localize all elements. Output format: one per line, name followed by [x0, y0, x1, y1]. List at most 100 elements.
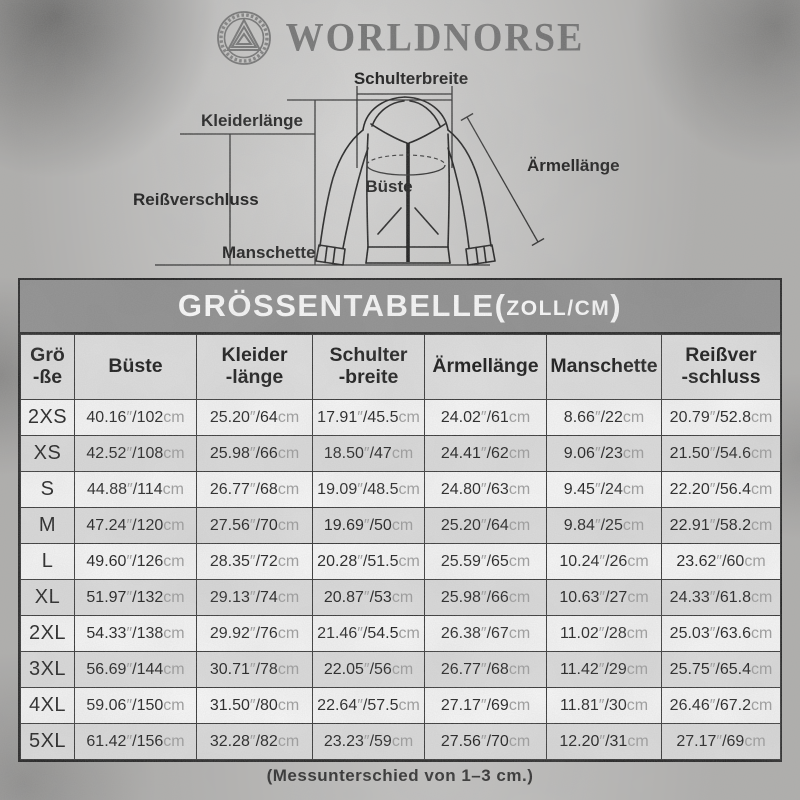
bust-ellipse-bottom — [366, 164, 446, 176]
column-header-manschette: Manschette — [546, 334, 662, 400]
measurement-cell: 22.20″/56.4cm — [661, 471, 781, 508]
measurement-cell: 18.50″/47cm — [312, 435, 425, 472]
column-header-bueste: Büste — [74, 334, 197, 400]
column-header-kleiderlaenge: Kleider -länge — [196, 334, 313, 400]
measurement-cell: 32.28″/82cm — [196, 723, 313, 760]
size-row-4XL: 4XL 59.06″/150cm 31.50″/80cm 22.64″/57.5cm 2… — [20, 687, 781, 724]
measurement-cell: 23.62″/60cm — [661, 543, 781, 580]
size-label: L — [20, 543, 75, 580]
brand-header: WORLDNORSE — [0, 8, 800, 68]
measurement-cell: 27.56″/70cm — [196, 507, 313, 544]
valknut-logo-icon — [216, 11, 271, 65]
size-label: 3XL — [20, 651, 75, 688]
size-row-2XS: 2XS 40.16″/102cm 25.20″/64cm 17.91″/45.5cm 2… — [20, 399, 781, 436]
measurement-cell: 59.06″/150cm — [74, 687, 197, 724]
size-row-3XL: 3XL 56.69″/144cm 30.71″/78cm 22.05″/56cm 26.… — [20, 651, 781, 688]
label-manschette: Manschette — [222, 243, 316, 262]
size-row-2XL: 2XL 54.33″/138cm 29.92″/76cm 21.46″/54.5cm 2… — [20, 615, 781, 652]
measurement-cell: 61.42″/156cm — [74, 723, 197, 760]
measurement-cell: 29.92″/76cm — [196, 615, 313, 652]
size-row-L: L 49.60″/126cm 28.35″/72cm 20.28″/51.5cm 25.… — [20, 543, 781, 580]
measurement-cell: 20.79″/52.8cm — [661, 399, 781, 436]
label-reissverschluss: Reißverschluss — [133, 190, 259, 209]
measurement-cell: 11.42″/29cm — [546, 651, 662, 688]
size-label: M — [20, 507, 75, 544]
table-header-row: Grö -ße Büste Kleider -länge Schulter -breite Ä… — [20, 334, 781, 400]
measurement-cell: 22.05″/56cm — [312, 651, 425, 688]
measurement-cell: 9.06″/23cm — [546, 435, 662, 472]
size-label: 2XS — [20, 399, 75, 436]
measurement-cell: 26.38″/67cm — [424, 615, 547, 652]
label-bueste: Büste — [365, 177, 412, 196]
measurement-cell: 22.64″/57.5cm — [312, 687, 425, 724]
measurement-cell: 11.81″/30cm — [546, 687, 662, 724]
measurement-cell: 21.50″/54.6cm — [661, 435, 781, 472]
measurement-cell: 19.09″/48.5cm — [312, 471, 425, 508]
measurement-cell: 24.41″/62cm — [424, 435, 547, 472]
size-row-5XL: 5XL 61.42″/156cm 32.28″/82cm 23.23″/59cm 27.… — [20, 723, 781, 760]
title-paren-close: ) — [610, 288, 623, 323]
measurement-cell: 9.84″/25cm — [546, 507, 662, 544]
measurement-cell: 25.20″/64cm — [424, 507, 547, 544]
measurement-cell: 25.98″/66cm — [196, 435, 313, 472]
size-table: GRÖSSENTABELLE(ZOLL/CM) Grö -ße Büste Kleid… — [18, 278, 782, 762]
title-main: GRÖSSENTABELLE — [177, 288, 495, 323]
measurement-cell: 27.56″/70cm — [424, 723, 547, 760]
measurement-cell: 31.50″/80cm — [196, 687, 313, 724]
measurement-cell: 54.33″/138cm — [74, 615, 197, 652]
measurement-cell: 23.23″/59cm — [312, 723, 425, 760]
size-label: 4XL — [20, 687, 75, 724]
label-aermellaenge: Ärmellänge — [527, 156, 620, 175]
measurement-cell: 27.17″/69cm — [661, 723, 781, 760]
measurement-cell: 11.02″/28cm — [546, 615, 662, 652]
column-header-schulterbreite: Schulter -breite — [312, 334, 425, 400]
size-row-XS: XS 42.52″/108cm 25.98″/66cm 18.50″/47cm 24.4… — [20, 435, 781, 472]
size-label: 5XL — [20, 723, 75, 760]
measurement-cell: 30.71″/78cm — [196, 651, 313, 688]
measurement-cell: 26.77″/68cm — [424, 651, 547, 688]
measurement-cell: 29.13″/74cm — [196, 579, 313, 616]
measurement-cell: 12.20″/31cm — [546, 723, 662, 760]
measurement-cell: 51.97″/132cm — [74, 579, 197, 616]
size-row-S: S 44.88″/114cm 26.77″/68cm 19.09″/48.5cm 24.… — [20, 471, 781, 508]
measurement-cell: 20.87″/53cm — [312, 579, 425, 616]
column-header-groesse: Grö -ße — [20, 334, 75, 400]
measurement-tolerance-note: (Messunterschied von 1–3 cm.) — [266, 766, 534, 785]
measurement-cell: 20.28″/51.5cm — [312, 543, 425, 580]
measurement-cell: 24.02″/61cm — [424, 399, 547, 436]
column-header-aermellaenge: Ärmellänge — [424, 334, 547, 400]
measurement-cell: 10.24″/26cm — [546, 543, 662, 580]
measurement-cell: 19.69″/50cm — [312, 507, 425, 544]
size-table-title: GRÖSSENTABELLE(ZOLL/CM) — [20, 280, 780, 334]
brand-name: WORLDNORSE — [285, 15, 585, 61]
measurement-cell: 25.20″/64cm — [196, 399, 313, 436]
size-label: XL — [20, 579, 75, 616]
measurement-cell: 49.60″/126cm — [74, 543, 197, 580]
measurement-cell: 40.16″/102cm — [74, 399, 197, 436]
measurement-cell: 26.77″/68cm — [196, 471, 313, 508]
measurement-cell: 25.03″/63.6cm — [661, 615, 781, 652]
size-label: 2XL — [20, 615, 75, 652]
measurement-cell: 24.33″/61.8cm — [661, 579, 781, 616]
title-unit: ZOLL/CM — [506, 297, 611, 320]
measurement-cell: 26.46″/67.2cm — [661, 687, 781, 724]
measurement-cell: 25.59″/65cm — [424, 543, 547, 580]
measurement-cell: 21.46″/54.5cm — [312, 615, 425, 652]
measurement-cell: 25.98″/66cm — [424, 579, 547, 616]
label-kleiderlaenge: Kleiderlänge — [201, 111, 303, 130]
measurement-cell: 27.17″/69cm — [424, 687, 547, 724]
bust-ellipse-top — [366, 154, 446, 166]
size-measurements-table: Grö -ße Büste Kleider -länge Schulter -breite Ä… — [20, 334, 781, 760]
measurement-cell: 17.91″/45.5cm — [312, 399, 425, 436]
measurement-cell: 25.75″/65.4cm — [661, 651, 781, 688]
size-label: S — [20, 471, 75, 508]
label-schulterbreite: Schulterbreite — [354, 69, 468, 88]
measurement-cell: 47.24″/120cm — [74, 507, 197, 544]
size-row-XL: XL 51.97″/132cm 29.13″/74cm 20.87″/53cm 25.9… — [20, 579, 781, 616]
measurement-cell: 56.69″/144cm — [74, 651, 197, 688]
measurement-cell: 44.88″/114cm — [74, 471, 197, 508]
measurement-cell: 22.91″/58.2cm — [661, 507, 781, 544]
measurement-cell: 9.45″/24cm — [546, 471, 662, 508]
measurement-cell: 8.66″/22cm — [546, 399, 662, 436]
